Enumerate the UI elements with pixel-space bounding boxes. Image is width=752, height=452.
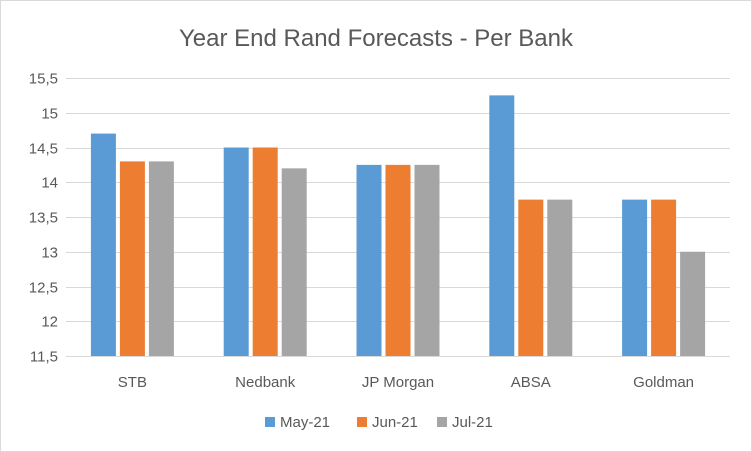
chart-title: Year End Rand Forecasts - Per Bank <box>179 25 574 52</box>
bar-jun-21-stb <box>119 161 145 356</box>
bar-jul-21-absa <box>547 199 573 356</box>
x-tick-label: JP Morgan <box>362 374 434 391</box>
y-tick-label: 14 <box>41 175 58 192</box>
bars <box>90 95 706 356</box>
bar-jun-21-jp-morgan <box>385 164 411 356</box>
bar-may-21-jp-morgan <box>356 164 382 356</box>
x-tick-label: ABSA <box>511 374 551 391</box>
legend-swatch <box>265 417 275 427</box>
legend-label: May-21 <box>280 414 330 431</box>
y-tick-label: 15,5 <box>29 71 58 88</box>
y-tick-label: 13,5 <box>29 210 58 227</box>
y-tick-label: 13 <box>41 245 58 262</box>
legend-label: Jun-21 <box>372 414 418 431</box>
bar-jul-21-goldman <box>680 251 706 356</box>
x-tick-label: Goldman <box>633 374 694 391</box>
bar-may-21-absa <box>489 95 515 356</box>
x-tick-label: STB <box>118 374 147 391</box>
bar-may-21-nedbank <box>223 147 249 356</box>
legend: May-21 Jun-21 Jul-21 <box>265 414 493 431</box>
legend-swatch <box>357 417 367 427</box>
y-tick-label: 15 <box>41 106 58 123</box>
y-tick-label: 11,5 <box>30 349 58 366</box>
bar-jul-21-nedbank <box>281 168 307 356</box>
x-tick-label: Nedbank <box>235 374 296 391</box>
y-tick-label: 14,5 <box>29 141 58 158</box>
legend-swatch <box>437 417 447 427</box>
bar-jun-21-absa <box>518 199 544 356</box>
bar-jun-21-nedbank <box>252 147 278 356</box>
bar-jul-21-stb <box>148 161 174 356</box>
bar-may-21-stb <box>90 133 116 356</box>
x-axis-ticks: STB Nedbank JP Morgan ABSA Goldman <box>118 374 694 391</box>
bar-may-21-goldman <box>622 199 648 356</box>
legend-label: Jul-21 <box>452 414 493 431</box>
y-axis-ticks: 11,5 12 12,5 13 13,5 14 14,5 15 15,5 <box>29 71 58 366</box>
bar-jun-21-goldman <box>651 199 677 356</box>
y-tick-label: 12 <box>41 314 58 331</box>
y-tick-label: 12,5 <box>29 280 58 297</box>
bar-jul-21-jp-morgan <box>414 164 440 356</box>
